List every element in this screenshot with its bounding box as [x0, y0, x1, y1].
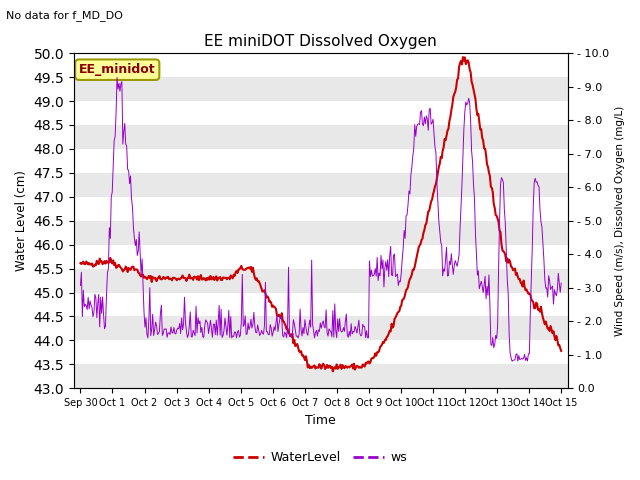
Y-axis label: Water Level (cm): Water Level (cm) [15, 170, 28, 271]
Bar [74, 221, 568, 245]
Bar [74, 269, 568, 292]
WaterLevel [308, 365, 316, 371]
Text: EE_minidot: EE_minidot [79, 63, 156, 76]
Text: No data for f_MD_DO: No data for f_MD_DO [6, 10, 124, 21]
WaterLevel [557, 348, 565, 354]
ws [338, 329, 346, 335]
Legend: WaterLevel, ws: WaterLevel, ws [228, 446, 412, 469]
ws [306, 317, 314, 323]
WaterLevel [338, 366, 346, 372]
ws [472, 231, 479, 237]
Y-axis label: Wind Speed (m/s), Dissolved Oxygen (mg/L): Wind Speed (m/s), Dissolved Oxygen (mg/L… [615, 106, 625, 336]
ws [508, 359, 516, 364]
Bar [74, 364, 568, 388]
WaterLevel [364, 359, 371, 365]
Line: WaterLevel: WaterLevel [81, 57, 561, 372]
ws [77, 283, 84, 288]
Bar [74, 77, 568, 101]
WaterLevel [77, 260, 84, 266]
Bar [74, 173, 568, 197]
WaterLevel [472, 106, 480, 112]
ws [113, 74, 121, 80]
X-axis label: Time: Time [305, 414, 336, 427]
ws [557, 280, 565, 286]
Bar [74, 316, 568, 340]
WaterLevel [548, 326, 556, 332]
Line: ws: ws [81, 77, 561, 361]
ws [548, 285, 556, 290]
WaterLevel [459, 54, 467, 60]
WaterLevel [305, 362, 312, 368]
Title: EE miniDOT Dissolved Oxygen: EE miniDOT Dissolved Oxygen [204, 34, 437, 49]
ws [308, 322, 316, 327]
Bar [74, 125, 568, 149]
ws [364, 335, 371, 341]
WaterLevel [329, 369, 337, 374]
